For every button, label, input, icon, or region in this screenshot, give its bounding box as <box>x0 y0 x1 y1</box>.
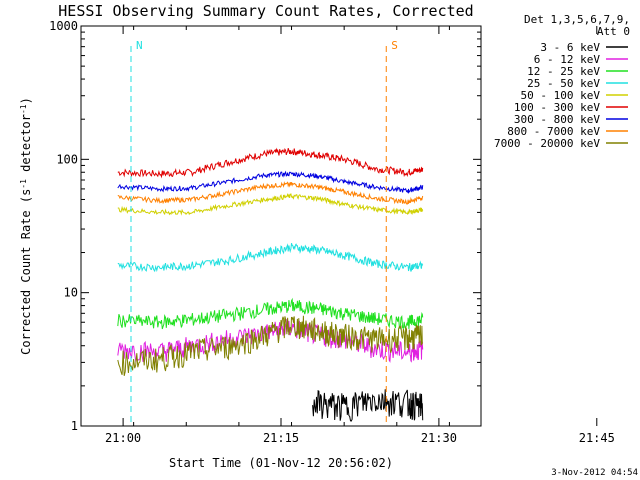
flag-label: S <box>391 39 398 52</box>
x-tick-label: 21:45 <box>579 431 615 445</box>
legend-entry-label: 300 - 800 keV <box>514 113 600 126</box>
y-axis-label-part2: detector <box>19 114 33 179</box>
series-line <box>117 297 424 330</box>
series-line <box>117 181 424 205</box>
y-tick-label: 1 <box>71 419 78 433</box>
plot-frame <box>80 25 482 427</box>
series-line <box>117 192 424 216</box>
y-axis-label-part1: Corrected Count Rate (s <box>19 189 33 355</box>
series-group <box>117 147 424 422</box>
legend-entry-label: 100 - 300 keV <box>514 101 600 114</box>
legend-entry-label: 800 - 7000 keV <box>507 125 600 138</box>
y-axis: 1 10 100 1000 <box>49 19 481 433</box>
y-axis-label: Corrected Count Rate (s-1 detector-1) <box>19 97 33 355</box>
legend-entry-label: 12 - 25 keV <box>527 65 600 78</box>
legend-entry-label: 7000 - 20000 keV <box>494 137 600 150</box>
legend-entry-label: 25 - 50 keV <box>527 77 600 90</box>
chart-title: HESSI Observing Summary Count Rates, Cor… <box>58 2 473 20</box>
legend-header-detectors: Det 1,3,5,6,7,9, <box>524 13 630 26</box>
y-axis-label-sup1: -1 <box>19 179 28 189</box>
legend-header-attenuator: Att 0 <box>597 25 630 38</box>
x-axis-label: Start Time (01-Nov-12 20:56:02) <box>169 456 393 470</box>
y-tick-label: 100 <box>56 152 78 166</box>
flag-label: N <box>136 39 143 52</box>
x-tick-label: 21:00 <box>105 431 141 445</box>
series-line <box>312 389 424 422</box>
timestamp: 3-Nov-2012 04:54 <box>551 468 638 478</box>
y-tick-label: 10 <box>64 286 78 300</box>
legend-entry-label: 6 - 12 keV <box>534 53 601 66</box>
y-axis-label-sup2: -1 <box>19 104 28 114</box>
series-line <box>117 243 424 273</box>
legend-entry-label: 3 - 6 keV <box>540 41 600 54</box>
series-line <box>117 315 424 377</box>
x-tick-label: 21:15 <box>263 431 299 445</box>
y-tick-label: 1000 <box>49 19 78 33</box>
y-axis-label-part3: ) <box>19 97 33 104</box>
legend-entry-label: 50 - 100 keV <box>521 89 601 102</box>
series-line <box>117 147 424 179</box>
x-tick-label: 21:30 <box>421 431 457 445</box>
series-line <box>117 170 424 194</box>
